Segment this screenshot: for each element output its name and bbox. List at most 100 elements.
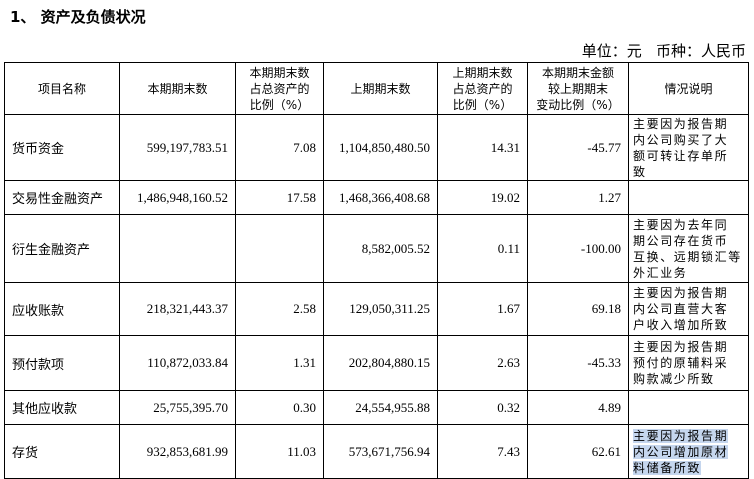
- table-row: 预付款项 110,872,033.84 1.31 202,804,880.15 2.63…: [4, 335, 749, 391]
- note-cell: 主要因为报告期 内公司直营大客 户收入增加所致: [628, 282, 749, 336]
- item-name: 衍生金融资产: [4, 214, 120, 283]
- header-cell: 项目名称: [4, 62, 120, 115]
- text: 主要因为报告期: [633, 286, 729, 300]
- text-line: 内公司购买了大: [633, 132, 744, 148]
- table-row: 交易性金融资产 1,486,948,160.52 17.58 1,468,366,40…: [4, 180, 749, 215]
- text: 情况说明: [664, 81, 713, 96]
- text-line: 较上期期末: [535, 81, 621, 97]
- value-cell: 69.18: [527, 282, 629, 336]
- header-cell: 上期期末数 占总资产的 比例（%）: [437, 62, 528, 115]
- note-cell: 主要因为报告期 内公司购买了大 额可转让存单所致: [628, 114, 749, 181]
- text-line: 期公司存在货币: [633, 233, 744, 249]
- value-cell: 11.03: [235, 424, 324, 479]
- text-line: 项目名称: [12, 81, 112, 97]
- text-line: 变动比例（%）: [535, 97, 621, 113]
- text: 本期期末数: [147, 81, 208, 96]
- item-name: 交易性金融资产: [4, 180, 120, 215]
- table-row: 存货 932,853,681.99 11.03 573,671,756.94 7.43 6…: [4, 424, 749, 479]
- value-cell: 4.89: [527, 390, 629, 425]
- value-cell: [119, 214, 236, 283]
- table-row: 应收账款 218,321,443.37 2.58 129,050,311.25 1.67…: [4, 282, 749, 336]
- value-cell: 14.31: [437, 114, 528, 181]
- text: 内公司增加原材: [633, 444, 729, 459]
- item-name: 货币资金: [4, 114, 120, 181]
- text-line: 比例（%）: [445, 97, 520, 113]
- note-cell: 主要因为报告期 预付的原辅料采 购款减少所致: [628, 335, 749, 391]
- text: 较上期期末: [547, 81, 608, 96]
- header-cell: 本期期末金额 较上期期末 变动比例（%）: [527, 62, 629, 115]
- text-line: 内公司直营大客: [633, 301, 744, 317]
- note-cell: [628, 390, 749, 425]
- value-cell: 932,853,681.99: [119, 424, 236, 479]
- text: 占总资产的: [249, 81, 310, 96]
- value-cell: 1,486,948,160.52: [119, 180, 236, 215]
- text: 主要因为报告期: [633, 340, 729, 354]
- text-line: 上期期末数: [331, 81, 430, 97]
- text: 户收入增加所致: [633, 318, 729, 332]
- value-cell: -45.33: [527, 335, 629, 391]
- text: 主要因为报告期: [633, 116, 729, 131]
- text: 期公司存在货币: [633, 233, 729, 248]
- text-line: 本期期末数: [243, 65, 316, 81]
- note-cell: 主要因为报告期 内公司增加原材 料储备所致: [628, 424, 749, 479]
- value-cell: 129,050,311.25: [323, 282, 438, 336]
- value-cell: 0.32: [437, 390, 528, 425]
- text: 购款减少所致: [633, 372, 715, 386]
- text-line: 外汇业务: [633, 265, 744, 281]
- text-line: 占总资产的: [445, 81, 520, 97]
- value-cell: 1.27: [527, 180, 629, 215]
- value-cell: 17.58: [235, 180, 324, 215]
- item-name: 预付款项: [4, 335, 120, 391]
- text-line: 料储备所致: [633, 460, 744, 476]
- header-cell: 上期期末数: [323, 62, 438, 115]
- table-row: 其他应收款 25,755,395.70 0.30 24,554,955.88 0.32 4…: [4, 390, 749, 425]
- text: 占总资产的: [452, 81, 513, 96]
- text: 项目名称: [37, 81, 86, 96]
- text: 预付的原辅料采: [633, 356, 729, 370]
- text: 上期期末数: [350, 81, 411, 96]
- header-cell: 情况说明: [628, 62, 749, 115]
- value-cell: -100.00: [527, 214, 629, 283]
- text-line: 情况说明: [636, 81, 741, 97]
- value-cell: 8,582,005.52: [323, 214, 438, 283]
- table-body: 货币资金 599,197,783.51 7.08 1,104,850,480.50 14…: [4, 114, 749, 479]
- header-cell: 本期期末数: [119, 62, 236, 115]
- value-cell: 1.67: [437, 282, 528, 336]
- header-row: 项目名称 本期期末数 本期期末数 占总资产的 比例（%） 上期期末数 上期期末数 占总资产的比…: [4, 62, 749, 115]
- value-cell: 7.43: [437, 424, 528, 479]
- table-row: 货币资金 599,197,783.51 7.08 1,104,850,480.50 14…: [4, 114, 749, 181]
- text-line: 内公司增加原材: [633, 444, 744, 460]
- text: 外汇业务: [633, 265, 688, 280]
- text-line: 主要因为报告期: [633, 339, 744, 355]
- text: 内公司直营大客: [633, 302, 729, 316]
- text-line: 购款减少所致: [633, 371, 744, 387]
- value-cell: 25,755,395.70: [119, 390, 236, 425]
- text: 料储备所致: [633, 460, 702, 475]
- value-cell: 218,321,443.37: [119, 282, 236, 336]
- unit-line: 单位：元 币种：人民币: [581, 42, 746, 60]
- text-line: 预付的原辅料采: [633, 355, 744, 371]
- value-cell: 110,872,033.84: [119, 335, 236, 391]
- text: 额可转让存单所: [633, 148, 729, 163]
- balance-table: 项目名称 本期期末数 本期期末数 占总资产的 比例（%） 上期期末数 上期期末数 占总资产的比…: [4, 62, 749, 479]
- text: 本期期末金额: [541, 65, 614, 80]
- value-cell: 0.11: [437, 214, 528, 283]
- value-cell: [235, 214, 324, 283]
- item-name: 存货: [4, 424, 120, 479]
- value-cell: 19.02: [437, 180, 528, 215]
- value-cell: 599,197,783.51: [119, 114, 236, 181]
- text-line: 致: [633, 164, 744, 180]
- header-cell: 本期期末数 占总资产的 比例（%）: [235, 62, 324, 115]
- text: 比例（%）: [452, 97, 513, 112]
- text-line: 额可转让存单所: [633, 148, 744, 164]
- text-line: 上期期末数: [445, 65, 520, 81]
- text-line: 互换、远期锁汇等: [633, 249, 744, 265]
- value-cell: 202,804,880.15: [323, 335, 438, 391]
- text: 致: [633, 164, 647, 179]
- table-row: 衍生金融资产 8,582,005.52 0.11 -100.00 主要因为去年同 期公司存…: [4, 214, 749, 283]
- text-line: 占总资产的: [243, 81, 316, 97]
- value-cell: 573,671,756.94: [323, 424, 438, 479]
- text-line: 主要因为报告期: [633, 428, 744, 444]
- text: 互换、远期锁汇等: [633, 249, 742, 264]
